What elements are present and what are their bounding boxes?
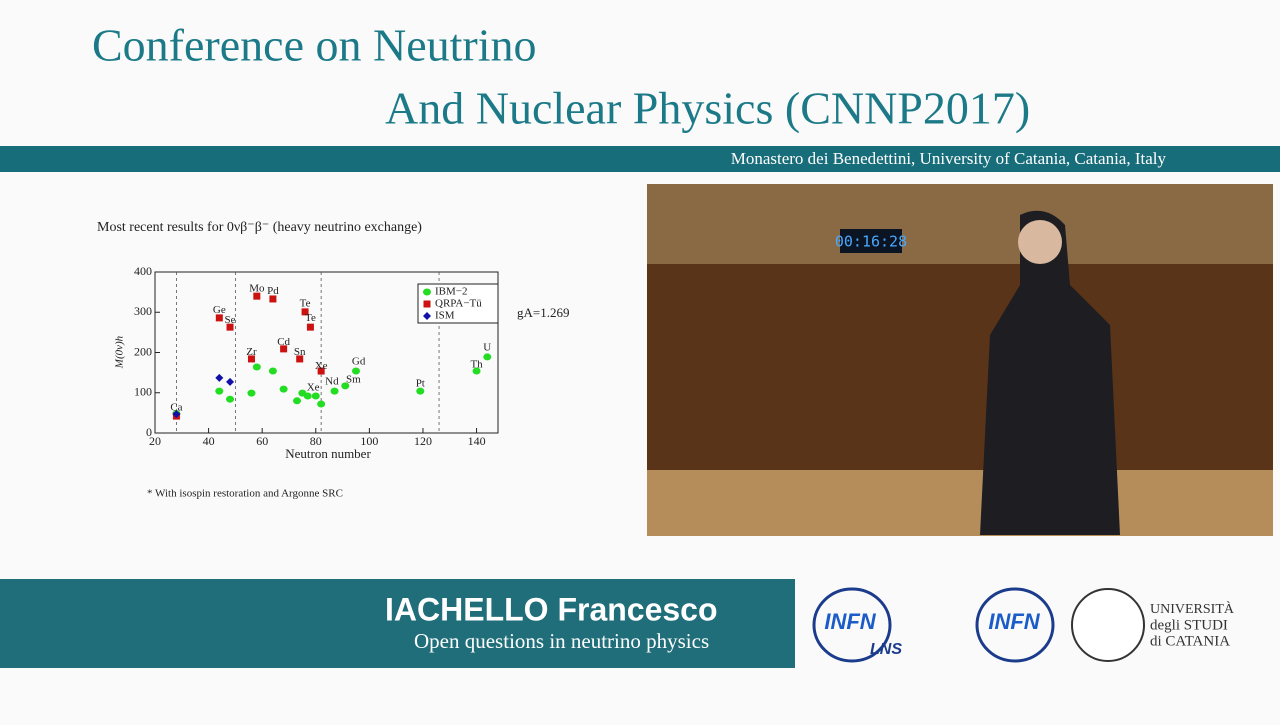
point	[423, 288, 431, 296]
point	[301, 308, 309, 316]
point	[215, 373, 224, 382]
point	[317, 367, 325, 375]
point-label: Cd	[277, 336, 290, 348]
point	[341, 382, 350, 390]
point-label: Gd	[352, 356, 366, 368]
x-tick-label: 60	[256, 434, 268, 448]
clock	[840, 229, 902, 253]
point	[226, 395, 235, 403]
x-tick-label: 120	[414, 434, 432, 448]
point-label: Pt	[416, 377, 425, 389]
point	[269, 295, 277, 303]
footnote: * With isospin restoration and Argonne S…	[147, 488, 343, 500]
talk-title: Open questions in neutrino physics	[414, 629, 709, 653]
point	[268, 367, 277, 375]
point	[247, 389, 256, 397]
point	[472, 367, 481, 375]
point-label: Te	[305, 312, 316, 324]
point-label: Zr	[246, 346, 257, 358]
point	[296, 355, 304, 363]
y-tick-label: 0	[146, 425, 152, 439]
point	[252, 363, 261, 371]
lns-logo: LNS	[870, 641, 902, 658]
point	[483, 353, 492, 361]
point-label: Pd	[267, 285, 279, 297]
x-tick-label: 40	[203, 434, 215, 448]
point-label: Ca	[170, 402, 182, 414]
point	[330, 387, 339, 395]
point	[351, 367, 360, 375]
y-tick-label: 300	[134, 304, 152, 318]
point	[423, 300, 431, 308]
point	[279, 385, 288, 393]
legend-label: QRPA−Tü	[435, 298, 482, 310]
point	[215, 387, 224, 395]
clock-text: 00:16:28	[835, 233, 907, 251]
x-tick-label: 100	[360, 434, 378, 448]
point	[172, 410, 181, 419]
infn-logo: INFN	[988, 609, 1040, 634]
x-tick-label: 20	[149, 434, 161, 448]
annotation: gA=1.269	[517, 305, 569, 320]
infn-ring	[812, 587, 892, 663]
x-axis-label: Neutron number	[285, 446, 371, 461]
speaker-head	[1018, 220, 1062, 264]
point-label: Nd	[325, 375, 339, 387]
y-tick-label: 200	[134, 344, 152, 358]
banner	[0, 579, 795, 668]
point	[293, 397, 302, 405]
point-label: Sm	[346, 373, 361, 385]
video-wall	[647, 184, 1273, 264]
point-label: Xe	[307, 381, 320, 393]
point-label: Sn	[294, 346, 306, 358]
point	[280, 345, 288, 353]
point-label: Se	[225, 314, 236, 326]
university-name: di CATANIA	[1150, 633, 1230, 649]
university-name: degli STUDI	[1150, 617, 1228, 633]
legend	[417, 283, 499, 324]
y-tick-label: 100	[134, 385, 152, 399]
venue: Monastero dei Benedettini, University of…	[731, 149, 1167, 168]
point	[226, 323, 234, 331]
title: And Nuclear Physics (CNNP2017)	[385, 83, 1030, 134]
point-label: Th	[470, 359, 483, 371]
point	[317, 400, 326, 408]
venue-bar	[0, 146, 1280, 172]
university-name: UNIVERSITÀ	[1150, 600, 1235, 617]
point	[253, 292, 261, 300]
point-label: Ge	[213, 304, 226, 316]
speaker-name: IACHELLO Francesco	[385, 591, 718, 627]
university-seal	[1071, 588, 1145, 662]
title: Conference on Neutrino	[92, 20, 537, 71]
infn-logo: INFN	[824, 609, 876, 634]
point	[416, 387, 425, 395]
video-floor	[647, 470, 1273, 536]
x-tick-label: 140	[468, 434, 486, 448]
y-tick-label: 400	[134, 264, 152, 278]
point-label: Xe	[315, 360, 328, 372]
speaker	[980, 210, 1120, 535]
point	[303, 392, 312, 400]
point-label: Mo	[249, 282, 265, 294]
point	[247, 355, 255, 363]
point	[215, 314, 223, 322]
infn-ring	[975, 587, 1055, 663]
legend-label: ISM	[435, 310, 455, 322]
point-label: Te	[300, 298, 311, 310]
point	[311, 392, 320, 400]
point-label: U	[483, 342, 491, 354]
point	[423, 312, 431, 320]
chart-title: Most recent results for 0νβ⁻β⁻ (heavy ne…	[97, 220, 422, 235]
x-tick-label: 80	[310, 434, 322, 448]
point	[226, 377, 235, 386]
legend-label: IBM−2	[435, 286, 467, 298]
y-axis-label: M(0ν)h	[114, 335, 126, 369]
point	[306, 323, 314, 331]
